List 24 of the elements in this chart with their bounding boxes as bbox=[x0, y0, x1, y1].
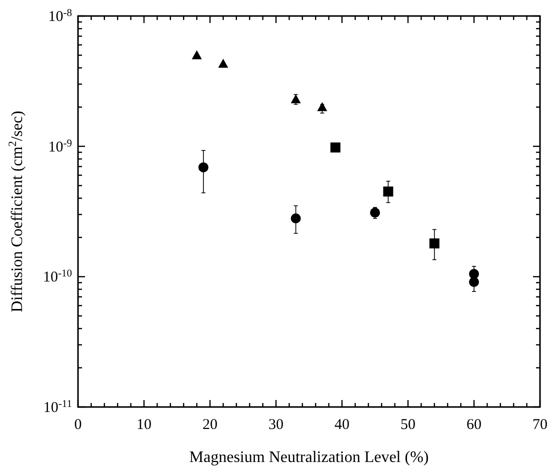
y-tick-label: 10$^{-8}$ bbox=[48, 8, 72, 25]
point bbox=[370, 208, 380, 218]
x-tick-label: 50 bbox=[400, 417, 416, 433]
point bbox=[290, 213, 301, 224]
x-tick-label: 70 bbox=[532, 417, 548, 433]
x-tick-label: 0 bbox=[74, 417, 82, 433]
x-axis-title: Magnesium Neutralization Level (%) bbox=[189, 449, 429, 466]
point bbox=[290, 94, 301, 104]
point bbox=[330, 142, 340, 152]
x-tick-label: 40 bbox=[334, 417, 350, 433]
point bbox=[383, 186, 394, 197]
y-tick-label: 10$^{-9}$ bbox=[48, 138, 72, 156]
y-tick-label: 10$^{-11}$ bbox=[43, 398, 72, 416]
x-tick-label: 30 bbox=[268, 417, 284, 433]
point bbox=[192, 50, 202, 60]
x-tick-label: 60 bbox=[466, 417, 482, 433]
point bbox=[469, 277, 479, 288]
point bbox=[429, 238, 440, 248]
y-tick-label: 10$^{-10}$ bbox=[43, 268, 72, 286]
point bbox=[198, 162, 208, 172]
x-tick-label: 20 bbox=[202, 417, 218, 433]
x-tick-label: 10 bbox=[136, 417, 152, 433]
point bbox=[218, 58, 228, 68]
point bbox=[317, 102, 328, 112]
